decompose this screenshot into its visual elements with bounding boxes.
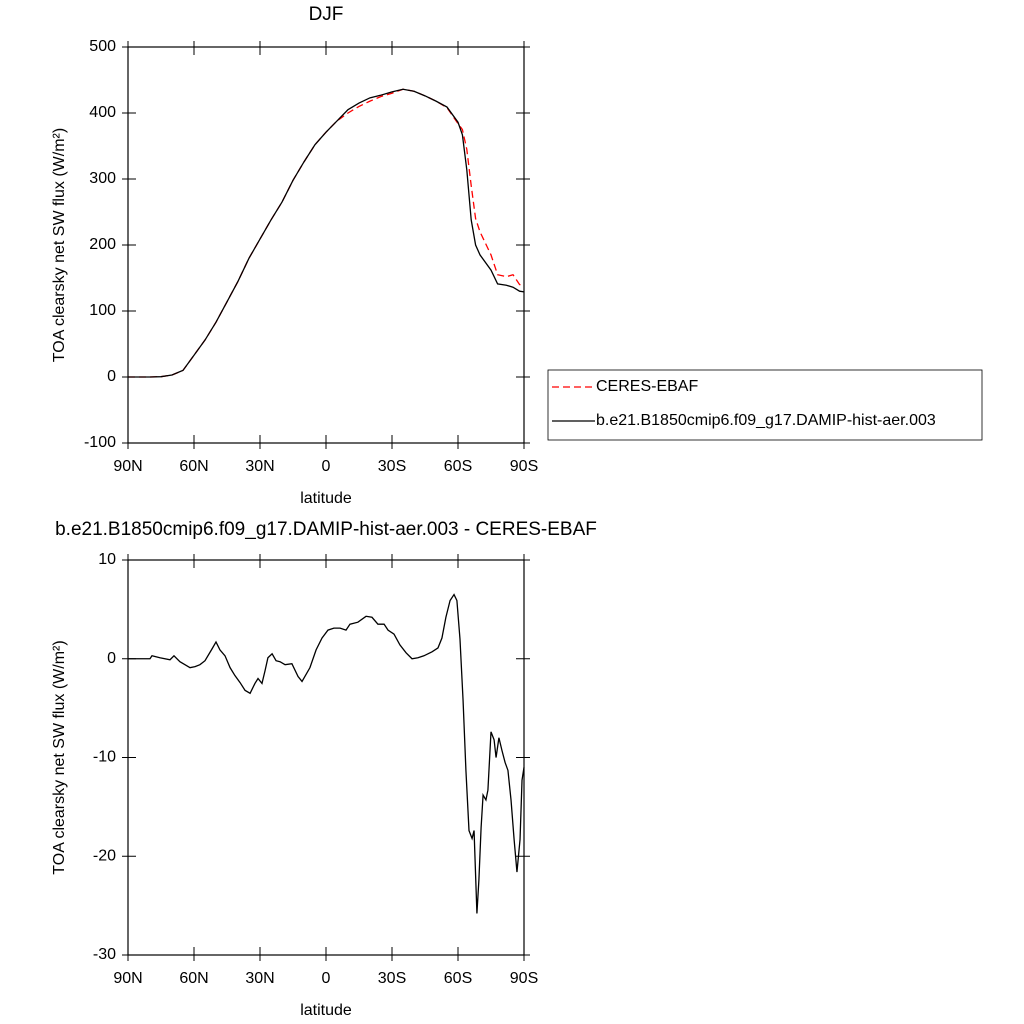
y-tick-label: 10 xyxy=(98,551,116,568)
data-line xyxy=(128,88,524,378)
plot-frame xyxy=(127,559,525,956)
x-tick-label: 90N xyxy=(113,970,142,987)
y-tick-label: 0 xyxy=(107,368,116,385)
y-tick-label: -10 xyxy=(93,749,116,766)
data-line xyxy=(128,88,525,378)
y-tick-label: 300 xyxy=(89,170,116,187)
x-tick-label: 30S xyxy=(378,970,406,987)
y-axis-label: TOA clearsky net SW flux (W/m²) xyxy=(51,128,68,362)
legend-box xyxy=(547,369,983,441)
y-tick-label: 200 xyxy=(89,236,116,253)
x-tick-label: 30S xyxy=(378,458,406,475)
x-tick-label: 60S xyxy=(444,458,472,475)
y-tick-label: -30 xyxy=(93,946,116,963)
y-tick-label: 400 xyxy=(89,104,116,121)
panel: b.e21.B1850cmip6.f09_g17.DAMIP-hist-aer.… xyxy=(51,519,597,1019)
chart-title: b.e21.B1850cmip6.f09_g17.DAMIP-hist-aer.… xyxy=(55,519,597,540)
plot-frame xyxy=(127,46,525,444)
x-tick-label: 0 xyxy=(322,970,331,987)
x-tick-label: 60N xyxy=(179,970,208,987)
x-tick-label: 60S xyxy=(444,970,472,987)
x-tick-label: 90N xyxy=(113,458,142,475)
x-tick-label: 90S xyxy=(510,970,538,987)
chart-title: DJF xyxy=(309,4,344,25)
y-tick-label: -20 xyxy=(93,847,116,864)
y-tick-label: 0 xyxy=(107,650,116,667)
legend-label: CERES-EBAF xyxy=(596,378,698,395)
panel: DJF latitude TOA clearsky net SW flux (W/m… xyxy=(51,4,983,507)
x-tick-label: 30N xyxy=(245,458,274,475)
data-line xyxy=(128,593,525,914)
x-axis-label: latitude xyxy=(300,1002,352,1019)
y-tick-label: 500 xyxy=(89,38,116,55)
legend-label: b.e21.B1850cmip6.f09_g17.DAMIP-hist-aer.… xyxy=(596,412,936,429)
x-tick-label: 60N xyxy=(179,458,208,475)
y-axis-label: TOA clearsky net SW flux (W/m²) xyxy=(51,640,68,874)
x-tick-label: 90S xyxy=(510,458,538,475)
y-tick-label: 100 xyxy=(89,302,116,319)
x-tick-label: 0 xyxy=(322,458,331,475)
x-axis-label: latitude xyxy=(300,490,352,507)
y-tick-label: -100 xyxy=(84,434,116,451)
x-tick-label: 30N xyxy=(245,970,274,987)
